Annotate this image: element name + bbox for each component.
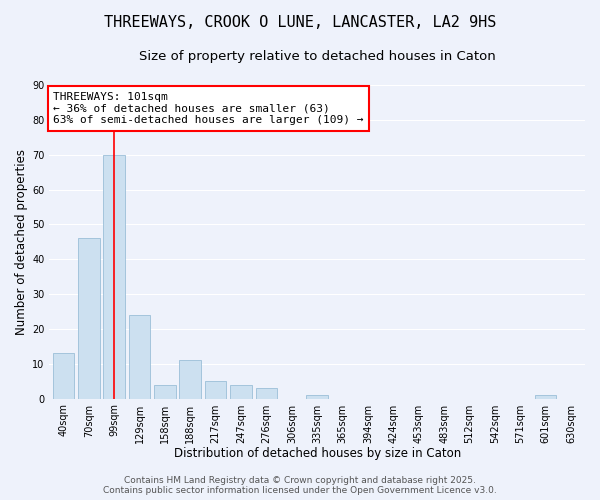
Text: THREEWAYS, CROOK O LUNE, LANCASTER, LA2 9HS: THREEWAYS, CROOK O LUNE, LANCASTER, LA2 …	[104, 15, 496, 30]
X-axis label: Distribution of detached houses by size in Caton: Distribution of detached houses by size …	[173, 447, 461, 460]
Y-axis label: Number of detached properties: Number of detached properties	[15, 149, 28, 335]
Bar	[154, 384, 176, 398]
Bar	[256, 388, 277, 398]
Bar	[535, 395, 556, 398]
Bar	[205, 381, 226, 398]
Bar	[53, 354, 74, 399]
Bar	[230, 384, 252, 398]
Bar	[103, 154, 125, 398]
Bar	[307, 395, 328, 398]
Text: THREEWAYS: 101sqm
← 36% of detached houses are smaller (63)
63% of semi-detached: THREEWAYS: 101sqm ← 36% of detached hous…	[53, 92, 364, 125]
Bar	[129, 315, 151, 398]
Title: Size of property relative to detached houses in Caton: Size of property relative to detached ho…	[139, 50, 496, 63]
Bar	[179, 360, 201, 399]
Text: Contains HM Land Registry data © Crown copyright and database right 2025.
Contai: Contains HM Land Registry data © Crown c…	[103, 476, 497, 495]
Bar	[78, 238, 100, 398]
